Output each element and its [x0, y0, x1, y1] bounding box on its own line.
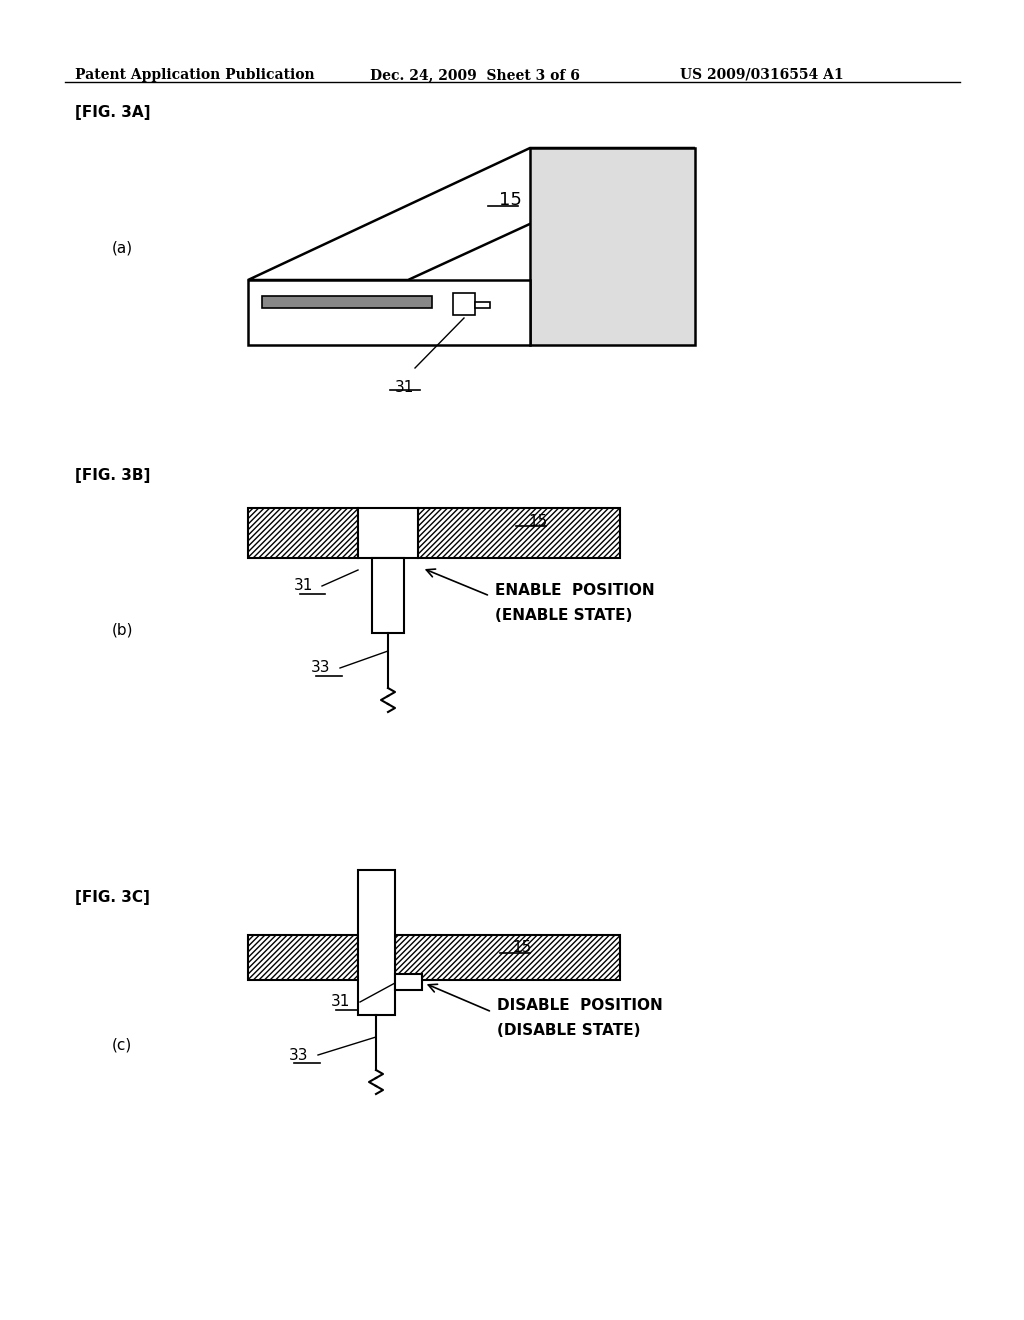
Polygon shape	[530, 148, 695, 345]
Polygon shape	[395, 974, 422, 990]
Text: 33: 33	[310, 660, 330, 676]
Text: 31: 31	[395, 380, 415, 395]
Text: (ENABLE STATE): (ENABLE STATE)	[495, 609, 633, 623]
Text: (c): (c)	[112, 1038, 132, 1052]
Text: Dec. 24, 2009  Sheet 3 of 6: Dec. 24, 2009 Sheet 3 of 6	[370, 69, 580, 82]
Text: 33: 33	[289, 1048, 308, 1063]
Text: 15: 15	[512, 940, 531, 956]
Polygon shape	[358, 870, 395, 1015]
Bar	[418, 508, 620, 558]
Text: 15: 15	[528, 513, 547, 528]
Text: (a): (a)	[112, 240, 133, 256]
Polygon shape	[358, 508, 418, 558]
Text: (DISABLE STATE): (DISABLE STATE)	[497, 1023, 640, 1038]
Bar	[248, 935, 358, 979]
Text: DISABLE  POSITION: DISABLE POSITION	[497, 998, 663, 1012]
Polygon shape	[262, 296, 432, 308]
Text: [FIG. 3B]: [FIG. 3B]	[75, 469, 151, 483]
Text: 31: 31	[294, 578, 313, 594]
Text: Patent Application Publication: Patent Application Publication	[75, 69, 314, 82]
Polygon shape	[248, 280, 530, 345]
Polygon shape	[248, 148, 695, 280]
Bar	[248, 508, 358, 558]
Text: 31: 31	[331, 994, 350, 1010]
Text: 15: 15	[499, 191, 521, 209]
Text: [FIG. 3C]: [FIG. 3C]	[75, 890, 150, 906]
Text: ENABLE  POSITION: ENABLE POSITION	[495, 583, 654, 598]
Text: [FIG. 3A]: [FIG. 3A]	[75, 106, 151, 120]
Bar	[395, 935, 620, 979]
Polygon shape	[475, 302, 490, 308]
Polygon shape	[453, 293, 475, 315]
Polygon shape	[372, 558, 404, 634]
Text: (b): (b)	[112, 623, 133, 638]
Text: US 2009/0316554 A1: US 2009/0316554 A1	[680, 69, 844, 82]
